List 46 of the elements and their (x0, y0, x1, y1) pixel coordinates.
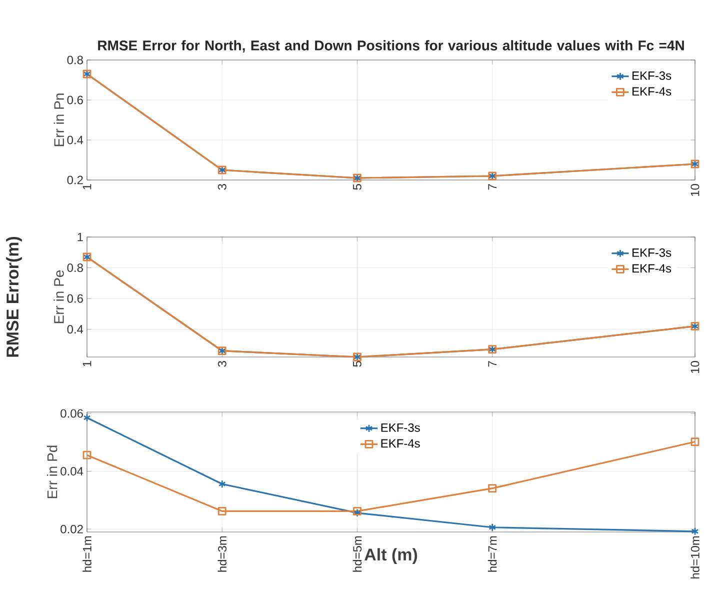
y-tick-label: 0.4 (67, 136, 84, 144)
y-axis-title: Err in Pd (46, 446, 58, 498)
y-tick-label: 0.06 (60, 409, 83, 418)
point (488, 523, 496, 532)
legend-label: EKF-3s (632, 248, 672, 257)
legend-label: EKF-3s (632, 71, 672, 80)
x-tick-label: 3 (218, 184, 226, 190)
y-tick-label: 0.04 (60, 467, 84, 476)
x-tick-label: 1 (82, 361, 92, 366)
x-tick-label: hd=3m (218, 536, 227, 572)
x-tick-label: 3 (218, 361, 226, 367)
x-tick-label: hd=7m (488, 536, 497, 572)
y-tick-label: 0.6 (67, 294, 83, 303)
y-tick-label: 0.8 (67, 264, 83, 272)
x-tick-label: 5 (353, 361, 362, 367)
point (691, 527, 699, 536)
chart-title: RMSE Error for North, East and Down Positions for various altitude values with Fc =4N (98, 40, 684, 52)
point (218, 506, 226, 516)
y-tick-label: 0.6 (67, 96, 83, 104)
legend-label: EKF-3s (381, 423, 420, 432)
point (83, 414, 91, 422)
x-tick-label: hd=5m (352, 536, 362, 572)
legend-label: EKF-4s (632, 87, 672, 96)
y-axis-title: Err in Pn (54, 94, 64, 146)
x-tick-label: 10 (690, 184, 700, 196)
x-tick-label: 10 (690, 360, 700, 373)
point (690, 438, 700, 446)
y-tick-label: 0.8 (67, 56, 83, 64)
y-tick-label: 1 (78, 232, 83, 242)
legend-label: EKF-4s (381, 439, 420, 448)
x-tick-label: hd=1m (82, 536, 92, 572)
point (218, 480, 226, 488)
y-tick-label: 0.02 (60, 524, 83, 534)
point (82, 450, 92, 460)
x-tick-label: 5 (353, 184, 362, 190)
text: RMSE Error(m) (6, 236, 22, 357)
x-tick-label: 1 (82, 184, 92, 190)
x-tick-label: 7 (488, 361, 496, 367)
y-tick-label: 0.2 (67, 176, 83, 184)
x-tick-label: hd=10m (690, 536, 700, 578)
x-tick-label: 7 (488, 184, 496, 190)
legend-label: EKF-4s (632, 264, 672, 273)
point (488, 484, 497, 493)
y-tick-label: 0.4 (67, 325, 84, 334)
x-axis-title: Alt (m) (364, 548, 418, 564)
y-axis-title: Err in Pe (54, 270, 64, 324)
